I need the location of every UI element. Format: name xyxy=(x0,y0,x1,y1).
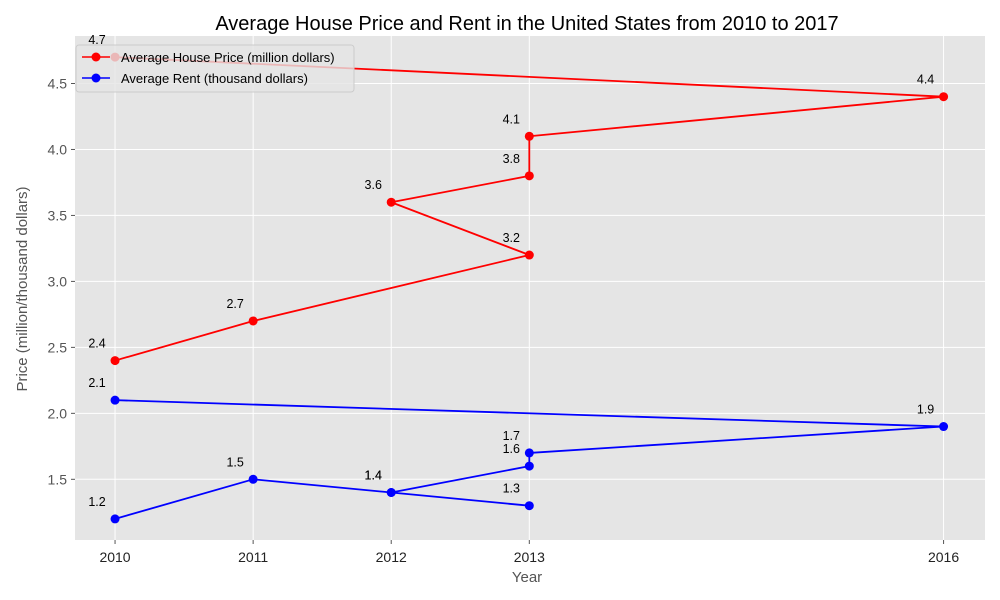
data-label: 2.4 xyxy=(88,337,105,351)
data-label: 2.1 xyxy=(88,376,105,390)
data-point[interactable] xyxy=(524,501,534,511)
legend-entry-rent: Average Rent (thousand dollars) xyxy=(121,71,308,86)
grid-lines xyxy=(75,36,985,540)
x-tick-label: 2016 xyxy=(928,549,959,565)
data-point[interactable] xyxy=(524,461,534,471)
data-label: 1.4 xyxy=(365,469,382,483)
legend[interactable]: Average House Price (million dollars) Av… xyxy=(75,44,355,93)
y-tick-label: 2.0 xyxy=(48,405,68,421)
x-tick-label: 2010 xyxy=(99,549,130,565)
x-axis-label: Year xyxy=(512,569,542,586)
y-tick-label: 1.5 xyxy=(48,471,68,487)
data-label: 3.6 xyxy=(365,178,382,192)
data-point[interactable] xyxy=(248,474,258,484)
data-label: 4.4 xyxy=(917,73,934,87)
legend-entry-house-price: Average House Price (million dollars) xyxy=(121,50,335,65)
data-point[interactable] xyxy=(939,92,949,102)
data-label: 4.1 xyxy=(503,112,520,126)
data-point[interactable] xyxy=(524,131,534,141)
data-point[interactable] xyxy=(524,250,534,260)
data-point[interactable] xyxy=(110,395,120,405)
chart-title: Average House Price and Rent in the Unit… xyxy=(215,13,838,35)
data-label: 1.6 xyxy=(503,442,520,456)
data-point[interactable] xyxy=(248,316,258,326)
series-line xyxy=(114,56,945,362)
data-label: 1.5 xyxy=(226,455,243,469)
data-label: 3.8 xyxy=(503,152,520,166)
y-tick-label: 4.0 xyxy=(48,141,68,157)
legend-box xyxy=(75,44,355,93)
data-point[interactable] xyxy=(524,171,534,181)
data-label: 1.4 xyxy=(365,469,382,483)
y-axis-label: Price (million/thousand dollars) xyxy=(14,186,31,391)
data-point[interactable] xyxy=(939,422,949,432)
data-point[interactable] xyxy=(386,197,396,207)
data-label: 1.2 xyxy=(88,495,105,509)
data-label: 2.7 xyxy=(226,297,243,311)
data-point[interactable] xyxy=(386,488,396,498)
x-tick-label: 2011 xyxy=(238,549,268,565)
y-tick-label: 4.5 xyxy=(48,75,68,91)
series-group xyxy=(110,52,949,524)
data-point[interactable] xyxy=(110,514,120,524)
legend-marker-rent xyxy=(91,73,101,83)
data-label: 1.9 xyxy=(917,403,934,417)
data-label: 3.2 xyxy=(503,231,520,245)
y-tick-label: 3.5 xyxy=(48,207,68,223)
y-tick-label: 3.0 xyxy=(48,273,68,289)
x-tick-label: 2013 xyxy=(514,549,545,565)
data-label: 4.7 xyxy=(88,33,105,47)
data-labels: 2.42.73.23.63.84.14.44.71.21.51.41.31.41… xyxy=(88,33,934,509)
legend-marker-house-price xyxy=(91,52,101,62)
data-label: 1.3 xyxy=(503,482,520,496)
series-1 xyxy=(110,395,949,524)
x-tick-label: 2012 xyxy=(376,549,407,565)
y-tick-label: 2.5 xyxy=(48,339,68,355)
data-label: 1.7 xyxy=(503,429,520,443)
data-point[interactable] xyxy=(524,448,534,458)
y-axis-ticks: 1.5 2.0 2.5 3.0 3.5 4.0 4.5 xyxy=(48,75,75,487)
x-axis-ticks: 2010 2011 2012 2013 2016 xyxy=(99,540,959,565)
data-point[interactable] xyxy=(110,356,120,366)
